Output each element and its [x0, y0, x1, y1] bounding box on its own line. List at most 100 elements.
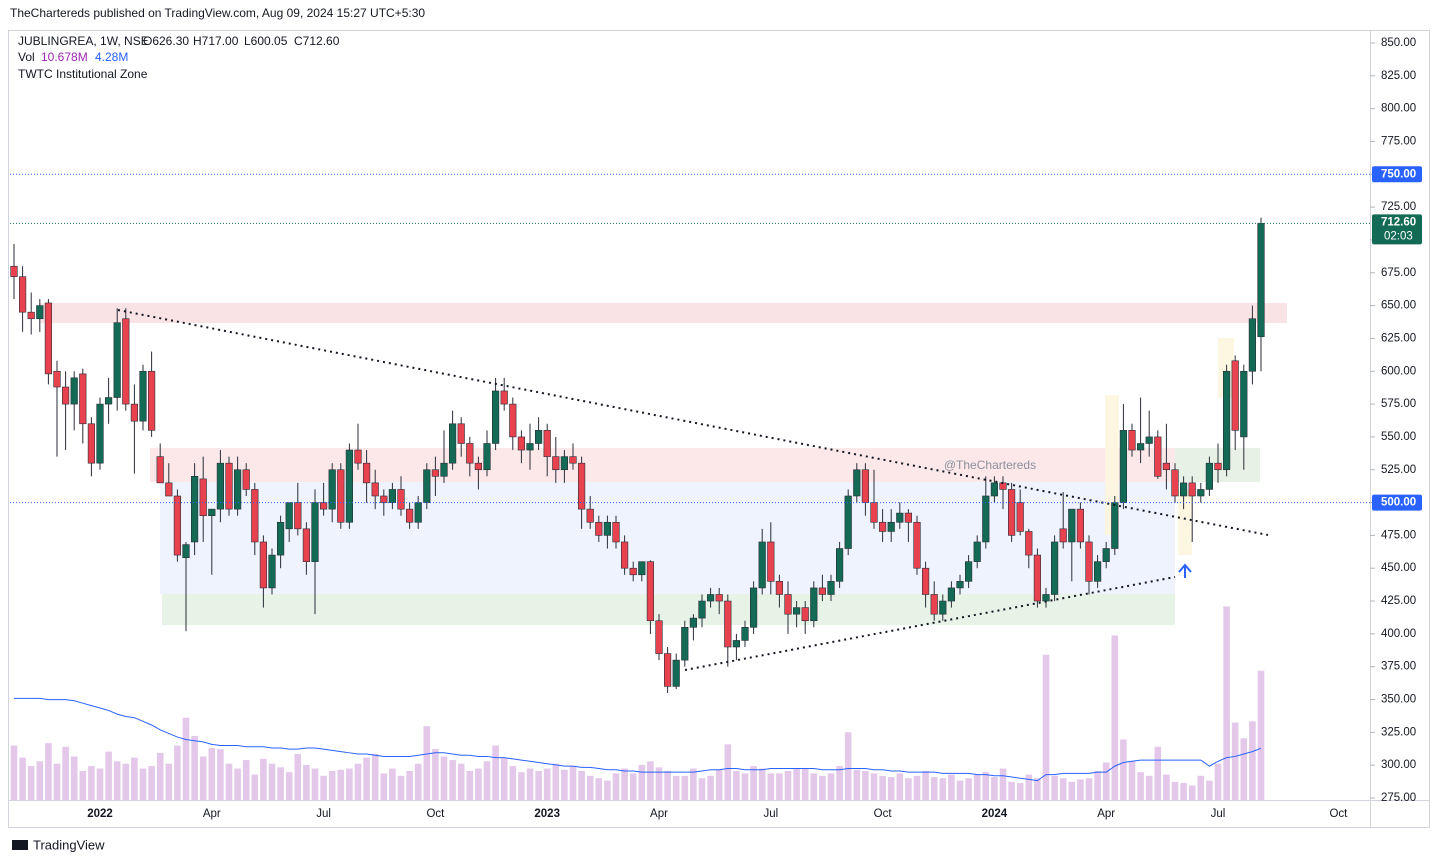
x-tick-label: 2022: [87, 808, 113, 820]
volume-bar: [629, 773, 637, 800]
volume-bar: [1240, 738, 1248, 800]
volume-bar: [354, 763, 362, 800]
candle-body: [18, 276, 27, 313]
candle-body: [603, 521, 611, 536]
volume-bar: [303, 764, 310, 800]
y-tick-label: 425.00: [1381, 595, 1416, 607]
volume-bar: [225, 763, 233, 800]
candle-body: [10, 265, 18, 278]
volume-bar: [1145, 775, 1153, 800]
candle-body: [775, 581, 783, 595]
volume-bar: [1223, 606, 1230, 800]
volume-bar: [948, 774, 955, 800]
volume-bar: [956, 780, 964, 800]
highlight: [1105, 395, 1119, 535]
volume-bar: [621, 768, 628, 800]
candle-body: [612, 521, 620, 543]
volume-bar: [664, 770, 671, 800]
volume-bar: [1102, 762, 1110, 800]
candle-body: [973, 541, 981, 562]
volume-bar: [1180, 783, 1187, 800]
y-tick-label: 450.00: [1381, 562, 1416, 574]
candle-body: [182, 544, 190, 559]
watermark: @TheChartereds: [944, 458, 1036, 472]
candle-body: [500, 390, 508, 405]
x-tick-label: 2023: [534, 808, 560, 820]
volume-bar: [999, 768, 1007, 800]
volume-bar: [810, 773, 818, 800]
candle-body: [715, 594, 723, 602]
volume-bar: [887, 777, 895, 800]
candle-body: [225, 462, 233, 510]
volume-bar: [1025, 774, 1033, 800]
volume-bar: [776, 773, 783, 800]
candle-body: [191, 476, 199, 543]
candle-body: [638, 561, 646, 576]
x-tick-label: Apr: [650, 808, 668, 820]
candle-body: [767, 541, 775, 582]
candle-body: [904, 512, 912, 523]
candle-body: [560, 456, 568, 471]
volume-bar: [165, 763, 173, 800]
candle-body: [130, 403, 139, 422]
candle-body: [853, 469, 861, 497]
volume-bar: [784, 770, 792, 800]
volume-bar: [1068, 781, 1076, 800]
level-label: 750.00: [1381, 168, 1416, 180]
candle-body: [491, 390, 500, 444]
volume-bar: [715, 769, 723, 800]
volume-bar: [801, 768, 809, 800]
volume-bar: [440, 756, 448, 800]
candle-body: [517, 436, 525, 451]
supply-zone: [40, 303, 1287, 323]
volume-bar: [79, 770, 87, 800]
candle-body: [337, 469, 345, 523]
volume-bar: [896, 773, 904, 800]
candle-body: [1111, 502, 1119, 549]
volume-bar: [208, 747, 216, 800]
candle-body: [259, 541, 268, 589]
candle-body: [1059, 528, 1067, 543]
vol-value: 10.678M: [41, 50, 88, 64]
y-tick-label: 800.00: [1381, 103, 1416, 115]
volume-bar: [939, 778, 947, 800]
volume-bar: [561, 769, 568, 800]
plot: [10, 217, 1265, 800]
candle-body: [242, 469, 250, 490]
volume-bar: [45, 743, 52, 800]
volume-bar: [1231, 722, 1239, 800]
published: TheChartereds published on TradingView.c…: [10, 6, 425, 20]
candle-body: [1137, 443, 1145, 451]
level-label: 500.00: [1381, 497, 1416, 509]
candle-body: [319, 502, 328, 510]
candle-body: [749, 587, 758, 628]
y-tick-label: 375.00: [1381, 661, 1416, 673]
candle-body: [732, 640, 740, 648]
level-box: [1372, 494, 1422, 511]
x-tick-label: Jul: [1211, 808, 1226, 820]
volume-bar: [389, 768, 396, 800]
volume-bar: [432, 749, 439, 800]
candle-body: [810, 587, 818, 622]
volume-bar: [10, 745, 18, 800]
volume-bar: [492, 745, 499, 800]
candle-body: [1180, 482, 1188, 497]
volume-bar: [870, 773, 878, 800]
candle-body: [913, 521, 921, 569]
candle-body: [939, 600, 947, 615]
candle-body: [930, 594, 938, 615]
volume-bar: [1111, 635, 1119, 800]
x-tick-label: Jul: [763, 808, 778, 820]
volume-bar: [199, 756, 207, 800]
volume-bar: [294, 754, 302, 800]
volume-bar: [70, 756, 78, 800]
volume-bar: [88, 766, 95, 800]
y-tick-label: 325.00: [1381, 726, 1416, 738]
volume-bar: [1059, 778, 1067, 800]
y-tick-label: 825.00: [1381, 70, 1416, 82]
volume-bar: [578, 770, 585, 800]
y-tick-label: 400.00: [1381, 628, 1416, 640]
volume-bar: [122, 763, 130, 800]
candle-body: [440, 462, 448, 477]
